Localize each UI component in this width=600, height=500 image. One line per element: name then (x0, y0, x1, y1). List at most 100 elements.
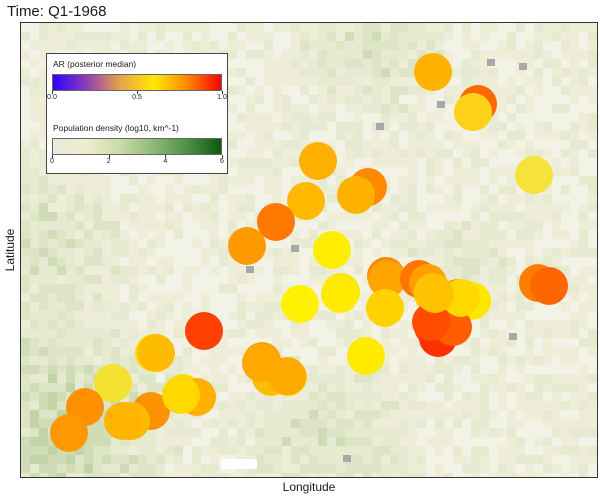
density-cell (21, 392, 30, 401)
density-cell (489, 185, 498, 194)
ar-point[interactable] (454, 93, 492, 131)
density-cell (354, 122, 363, 131)
density-cell (426, 104, 435, 113)
density-cell (597, 50, 598, 59)
density-cell (183, 365, 192, 374)
ar-point[interactable] (287, 182, 325, 220)
density-cell (336, 410, 345, 419)
density-cell (354, 41, 363, 50)
density-cell (363, 77, 372, 86)
density-cell (516, 473, 525, 477)
density-cell (183, 437, 192, 446)
ar-point[interactable] (313, 231, 351, 269)
density-cell (165, 275, 174, 284)
density-cell (93, 284, 102, 293)
density-cell (426, 230, 435, 239)
density-cell (489, 383, 498, 392)
density-cell (390, 212, 399, 221)
ar-point[interactable] (321, 275, 359, 313)
density-cell (309, 401, 318, 410)
density-cell (201, 248, 210, 257)
density-cell (318, 437, 327, 446)
ar-point[interactable] (94, 364, 132, 402)
density-cell (57, 356, 66, 365)
density-cell (336, 212, 345, 221)
ar-point[interactable] (137, 334, 175, 372)
ar-point[interactable] (268, 357, 306, 395)
density-cell (570, 230, 579, 239)
density-cell (21, 230, 30, 239)
density-cell (21, 428, 30, 437)
density-cell (498, 50, 507, 59)
density-cell (399, 113, 408, 122)
density-cell (183, 284, 192, 293)
ar-point[interactable] (299, 142, 337, 180)
density-cell (30, 41, 39, 50)
density-cell (237, 212, 246, 221)
density-cell (30, 356, 39, 365)
density-cell (417, 446, 426, 455)
ar-point[interactable] (185, 312, 223, 350)
density-cell (516, 104, 525, 113)
density-cell (399, 176, 408, 185)
density-cell (228, 185, 237, 194)
density-cell (525, 113, 534, 122)
ar-point[interactable] (162, 376, 200, 414)
ar-point[interactable] (347, 337, 385, 375)
ar-point[interactable] (104, 402, 142, 440)
density-cell (246, 221, 255, 230)
density-cell (381, 131, 390, 140)
ar-point[interactable] (257, 203, 295, 241)
density-cell (219, 230, 228, 239)
density-cell (453, 77, 462, 86)
density-cell (453, 419, 462, 428)
density-cell (309, 446, 318, 455)
density-cell (435, 356, 444, 365)
ar-point[interactable] (50, 414, 88, 452)
density-cell (579, 86, 588, 95)
density-cell (552, 365, 561, 374)
density-cell (282, 275, 291, 284)
density-cell (444, 122, 453, 131)
density-cell (579, 392, 588, 401)
density-cell (111, 320, 120, 329)
density-cell (291, 437, 300, 446)
density-cell (507, 374, 516, 383)
density-cell (444, 473, 453, 477)
density-cell (579, 140, 588, 149)
ar-point[interactable] (337, 176, 375, 214)
ar-point[interactable] (515, 156, 553, 194)
ar-point[interactable] (228, 227, 266, 265)
ar-point[interactable] (412, 303, 450, 341)
density-cell (471, 131, 480, 140)
ar-point[interactable] (416, 275, 454, 313)
density-cell (525, 338, 534, 347)
y-axis-label: Latitude (3, 228, 17, 272)
density-cell (426, 221, 435, 230)
density-cell (570, 239, 579, 248)
density-cell (453, 383, 462, 392)
density-cell (588, 230, 597, 239)
density-cell (30, 473, 39, 477)
density-cell (309, 266, 318, 275)
density-cell (228, 365, 237, 374)
density-cell (579, 374, 588, 383)
density-cell (345, 68, 354, 77)
density-cell (21, 401, 30, 410)
density-cell (588, 68, 597, 77)
density-cell (264, 410, 273, 419)
density-cell (246, 41, 255, 50)
density-cell (579, 131, 588, 140)
density-cell (57, 374, 66, 383)
density-cell (147, 32, 156, 41)
ar-point[interactable] (366, 289, 404, 327)
ar-point[interactable] (414, 53, 452, 91)
ar-point[interactable] (368, 260, 406, 298)
density-cell (264, 122, 273, 131)
density-cell (372, 95, 381, 104)
density-cell (102, 275, 111, 284)
ar-point[interactable] (530, 267, 568, 305)
ar-point[interactable] (281, 285, 319, 323)
density-cell (489, 113, 498, 122)
density-cell (489, 149, 498, 158)
